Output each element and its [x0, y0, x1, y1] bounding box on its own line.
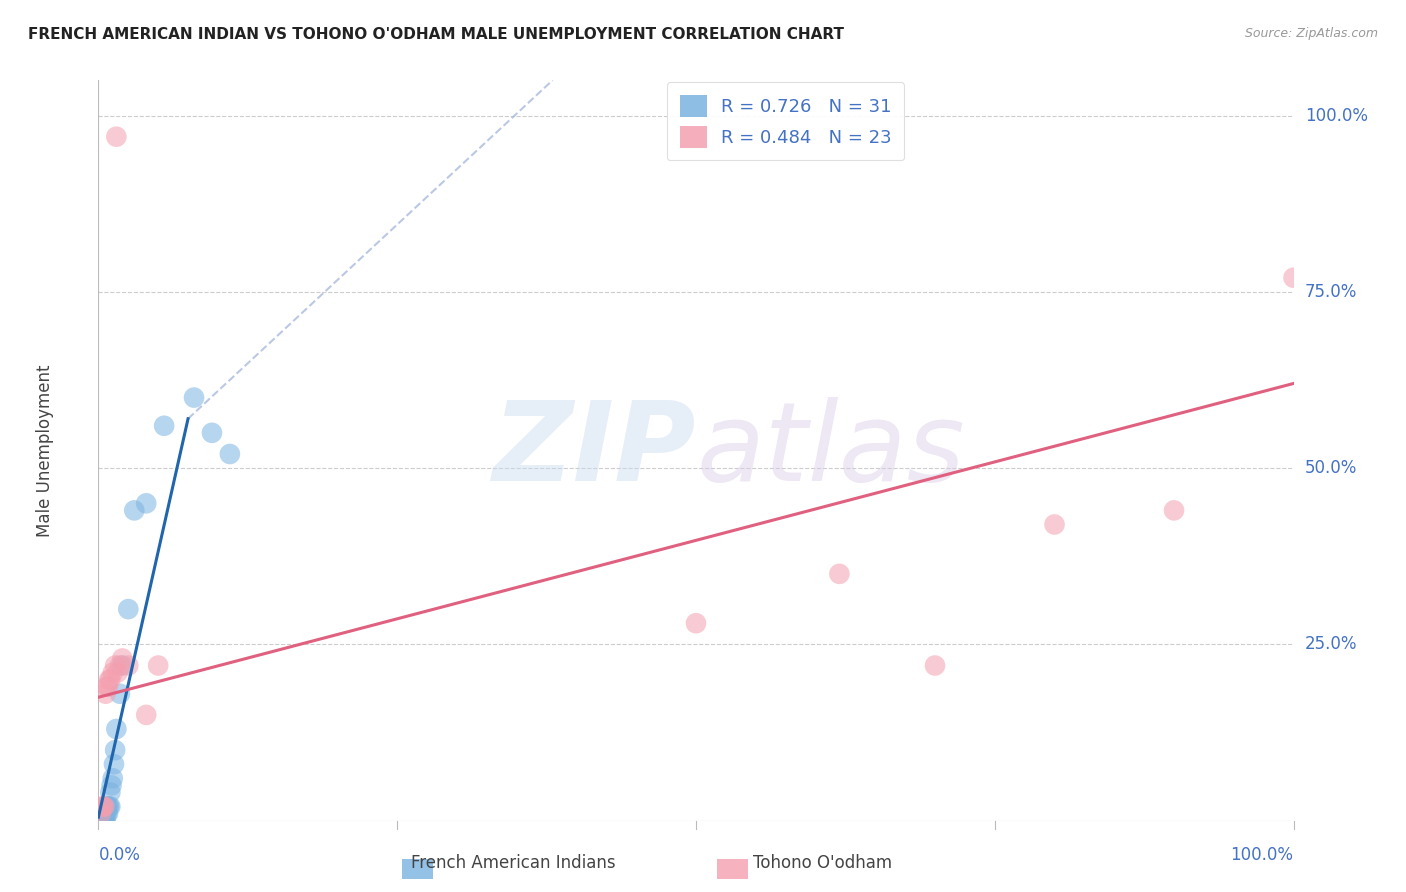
Point	[1043, 517, 1066, 532]
Text: Source: ZipAtlas.com: Source: ZipAtlas.com	[1244, 27, 1378, 40]
Point	[111, 658, 134, 673]
Point	[98, 673, 121, 687]
Point	[96, 680, 118, 694]
Point	[91, 814, 114, 828]
Point	[111, 651, 134, 665]
Point	[101, 772, 124, 786]
Point	[91, 814, 114, 828]
Point	[183, 391, 205, 405]
Text: 100.0%: 100.0%	[1305, 106, 1368, 125]
Point	[685, 616, 707, 631]
Point	[105, 722, 128, 736]
Point	[124, 503, 146, 517]
Point	[100, 778, 122, 792]
Point	[89, 814, 111, 828]
Text: FRENCH AMERICAN INDIAN VS TOHONO O'ODHAM MALE UNEMPLOYMENT CORRELATION CHART: FRENCH AMERICAN INDIAN VS TOHONO O'ODHAM…	[28, 27, 844, 42]
Point	[1163, 503, 1185, 517]
Text: French American Indians: French American Indians	[411, 855, 616, 872]
Point	[828, 566, 851, 581]
Point	[97, 680, 120, 694]
Point	[135, 707, 157, 722]
Point	[104, 658, 127, 673]
Point	[94, 687, 117, 701]
Point	[94, 814, 117, 828]
Point	[93, 810, 115, 824]
Point	[94, 806, 117, 821]
Text: 75.0%: 75.0%	[1305, 283, 1357, 301]
Text: ZIP: ZIP	[492, 397, 696, 504]
Point	[96, 799, 118, 814]
Point	[103, 757, 125, 772]
Point	[219, 447, 242, 461]
Point	[924, 658, 946, 673]
Point	[93, 814, 115, 828]
Text: Male Unemployment: Male Unemployment	[35, 364, 53, 537]
Point	[135, 496, 157, 510]
Point	[91, 799, 114, 814]
Point	[1282, 270, 1305, 285]
Text: 50.0%: 50.0%	[1305, 459, 1357, 477]
Point	[104, 743, 127, 757]
Point	[90, 806, 112, 821]
Text: 0.0%: 0.0%	[98, 846, 141, 863]
Point	[148, 658, 170, 673]
Point	[98, 673, 122, 687]
Point	[97, 799, 120, 814]
Point	[105, 129, 128, 144]
Point	[108, 687, 131, 701]
Legend: R = 0.726   N = 31, R = 0.484   N = 23: R = 0.726 N = 31, R = 0.484 N = 23	[666, 82, 904, 161]
Text: Tohono O'odham: Tohono O'odham	[754, 855, 891, 872]
Point	[201, 425, 224, 440]
Point	[90, 814, 112, 828]
Point	[91, 799, 114, 814]
Point	[91, 810, 114, 824]
Point	[153, 418, 176, 433]
Text: atlas: atlas	[696, 397, 965, 504]
Point	[96, 806, 118, 821]
Point	[91, 806, 114, 821]
Text: 100.0%: 100.0%	[1230, 846, 1294, 863]
Point	[107, 665, 129, 680]
Point	[98, 799, 122, 814]
Point	[93, 799, 115, 814]
Point	[97, 806, 120, 821]
Point	[117, 658, 139, 673]
Point	[98, 799, 121, 814]
Text: 25.0%: 25.0%	[1305, 635, 1357, 653]
Point	[108, 658, 131, 673]
Point	[101, 665, 124, 680]
Point	[98, 785, 122, 799]
Point	[117, 602, 139, 616]
